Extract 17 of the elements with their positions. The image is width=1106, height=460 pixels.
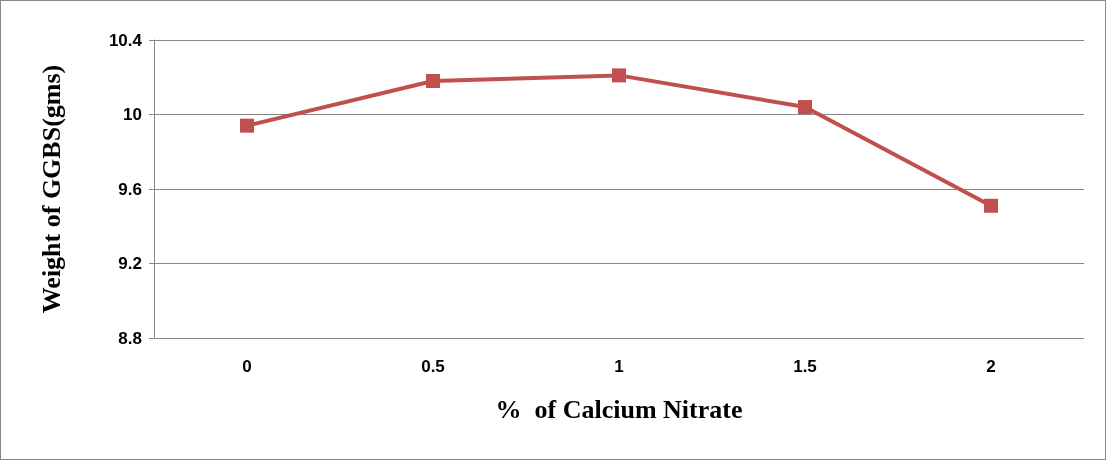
y-tick-label: 9.6 <box>118 179 142 199</box>
x-tick-label: 1.5 <box>793 357 817 376</box>
x-tick-label: 2 <box>986 357 996 376</box>
y-tick-label: 8.8 <box>118 328 142 348</box>
y-tick-label: 10.4 <box>108 30 143 50</box>
point <box>612 68 626 83</box>
x-tick-label: 1 <box>614 357 624 376</box>
x-tick-label: 0.5 <box>421 357 445 376</box>
point <box>798 100 812 115</box>
point <box>984 198 998 213</box>
y-tick-label: 9.2 <box>118 254 142 273</box>
point <box>240 118 254 133</box>
x-axis-title: % of Calcium Nitrate <box>495 394 743 424</box>
x-tick-label: 0 <box>242 357 252 376</box>
point <box>426 73 440 88</box>
y-axis-title: Weight of GGBS(gms) <box>36 64 66 314</box>
y-tick-label: 10 <box>123 105 142 124</box>
